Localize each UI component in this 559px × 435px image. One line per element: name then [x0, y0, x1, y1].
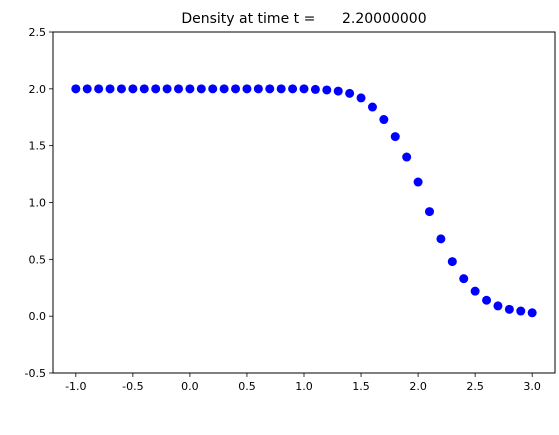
x-tick-label: 1.5	[352, 380, 370, 393]
data-point	[402, 152, 412, 162]
x-tick-label: -0.5	[122, 380, 143, 393]
y-tick-label: -0.5	[25, 367, 46, 380]
data-point	[356, 93, 366, 103]
data-point	[71, 84, 81, 94]
data-point	[242, 84, 252, 94]
data-point	[310, 84, 320, 94]
data-point	[299, 84, 309, 94]
data-point	[504, 304, 514, 314]
x-tick-label: 0.5	[238, 380, 256, 393]
data-point	[139, 84, 149, 94]
data-point	[253, 84, 263, 94]
data-point	[333, 86, 343, 96]
data-point	[516, 306, 526, 316]
plot-frame	[52, 31, 556, 374]
data-point	[447, 257, 457, 267]
y-tick-label: 1.5	[29, 140, 47, 153]
data-point	[276, 84, 286, 94]
data-point	[174, 84, 183, 94]
data-point	[116, 84, 126, 94]
y-tick-label: 0.5	[29, 253, 47, 266]
data-point	[379, 115, 389, 125]
data-point	[482, 295, 492, 305]
data-point	[151, 84, 161, 94]
data-point	[470, 286, 480, 296]
x-tick-label: 0.0	[181, 380, 199, 393]
data-point	[425, 207, 434, 217]
data-point	[196, 84, 206, 94]
y-tick-label: 2.5	[29, 26, 47, 39]
x-tick-label: 2.0	[409, 380, 427, 393]
x-tick-label: 3.0	[523, 380, 541, 393]
data-point	[527, 308, 537, 318]
data-point	[436, 234, 446, 244]
x-tick-label: 2.5	[466, 380, 484, 393]
data-point	[162, 84, 172, 94]
chart-title: Density at time t = 2.20000000	[181, 11, 426, 27]
x-tick-label: -1.0	[65, 380, 86, 393]
y-tick-label: 0.0	[29, 310, 47, 323]
axis-ticks: -1.0 -0.5 0.0 0.5 1.0 1.5 2.0 2.5 3.0 -0.5 0.0 0.5 1…	[25, 26, 541, 393]
data-point	[493, 301, 503, 311]
data-point	[82, 84, 92, 94]
data-point	[105, 84, 115, 94]
data-point	[265, 84, 275, 94]
data-point	[219, 84, 229, 94]
data-point	[94, 84, 104, 94]
y-tick-label: 1.0	[29, 197, 47, 210]
x-tick-label: 1.0	[295, 380, 313, 393]
data-point	[208, 84, 218, 94]
data-point	[413, 177, 423, 187]
data-point	[459, 274, 469, 284]
data-point	[185, 84, 195, 94]
data-point	[390, 132, 400, 142]
data-point	[367, 102, 377, 112]
y-tick-label: 2.0	[29, 83, 47, 96]
data-points	[71, 84, 537, 318]
data-point	[345, 88, 355, 98]
data-point	[231, 84, 241, 94]
data-point	[128, 84, 138, 94]
data-point	[288, 84, 298, 94]
data-point	[322, 85, 332, 95]
